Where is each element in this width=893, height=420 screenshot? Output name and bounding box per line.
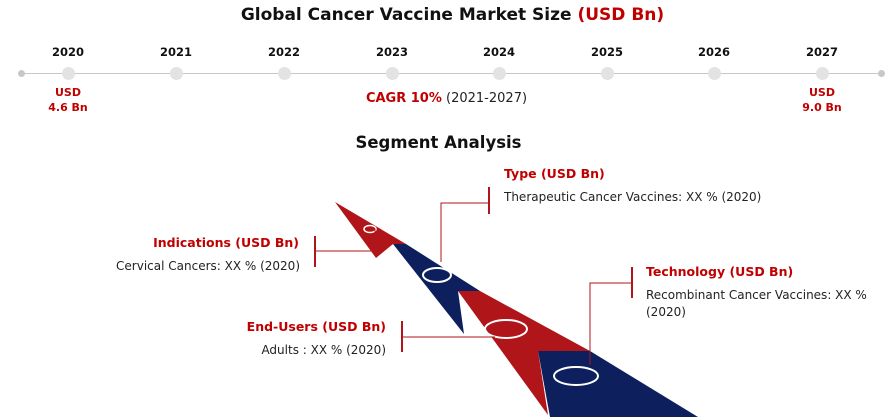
timeline-dot	[601, 67, 614, 80]
connector-technology	[589, 282, 632, 365]
end-value-unit: USD	[809, 86, 835, 99]
cagr-period: (2021-2027)	[446, 91, 528, 106]
technology-text-line-2: (2020)	[646, 305, 686, 319]
timeline-dot	[708, 67, 721, 80]
type-text: Therapeutic Cancer Vaccines: XX % (2020)	[504, 190, 762, 204]
year-label: 2023	[375, 45, 408, 59]
marker-ellipse	[553, 366, 599, 386]
marker-ellipse	[363, 224, 377, 234]
type-heading: Type (USD Bn)	[504, 166, 605, 181]
end-market-value: USD 9.0 Bn	[787, 85, 857, 115]
year-label: 2027	[805, 45, 838, 59]
arrow-segment-red-1	[335, 202, 406, 258]
technology-heading: Technology (USD Bn)	[646, 264, 794, 279]
timeline-end-dot	[878, 70, 885, 77]
timeline-dot	[816, 67, 829, 80]
year-label: 2026	[697, 45, 730, 59]
year-label: 2022	[267, 45, 300, 59]
cagr-label: CAGR 10%	[365, 91, 442, 106]
end-users-text: Adults : XX % (2020)	[261, 343, 386, 357]
connector-type	[440, 202, 489, 262]
connector-indications	[316, 228, 376, 252]
end-users-heading: End-Users (USD Bn)	[246, 319, 386, 334]
timeline-start-dot	[18, 70, 25, 77]
title-main: Global Cancer Vaccine Market Size	[240, 5, 572, 25]
timeline-dot	[62, 67, 75, 80]
end-value-amount: 9.0 Bn	[802, 101, 842, 114]
marker-ellipse	[422, 267, 452, 283]
year-label: 2025	[590, 45, 623, 59]
start-market-value: USD 4.6 Bn	[33, 85, 103, 115]
technology-text: Recombinant Cancer Vaccines: XX % (2020)	[646, 287, 886, 321]
timeline-line	[20, 73, 882, 74]
cagr-note: CAGR 10% (2021-2027)	[0, 91, 893, 106]
timeline-dot	[170, 67, 183, 80]
page-title: Global Cancer Vaccine Market Size (USD B…	[0, 5, 893, 25]
indications-text: Cervical Cancers: XX % (2020)	[116, 259, 300, 273]
timeline-dot	[278, 67, 291, 80]
arrow-segment-navy-1	[393, 244, 480, 334]
technology-text-line-1: Recombinant Cancer Vaccines: XX %	[646, 288, 867, 302]
timeline-dot	[493, 67, 506, 80]
title-unit: (USD Bn)	[577, 5, 665, 25]
year-label: 2021	[159, 45, 192, 59]
timeline-dot	[386, 67, 399, 80]
year-label: 2024	[482, 45, 515, 59]
segment-analysis-title: Segment Analysis	[355, 133, 522, 152]
year-label: 2020	[51, 45, 84, 59]
start-value-unit: USD	[55, 86, 81, 99]
start-value-amount: 4.6 Bn	[48, 101, 88, 114]
marker-ellipse	[484, 319, 528, 339]
indications-heading: Indications (USD Bn)	[153, 235, 299, 250]
